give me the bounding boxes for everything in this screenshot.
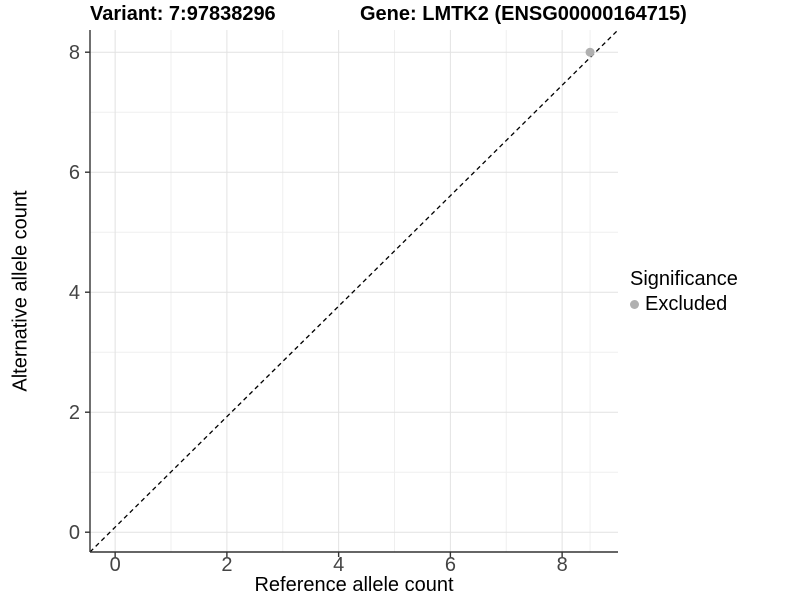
x-tick-label: 8 bbox=[557, 554, 568, 576]
legend-item-excluded: Excluded bbox=[630, 293, 738, 316]
x-tick-label: 2 bbox=[221, 554, 232, 576]
identity-dashed-line bbox=[89, 29, 619, 553]
x-tick-label: 4 bbox=[333, 554, 344, 576]
excluded-point-swatch bbox=[630, 300, 639, 309]
legend: Significance Excluded bbox=[630, 268, 738, 316]
y-tick-label: 2 bbox=[69, 402, 80, 424]
plot-title-variant: Variant: 7:97838296 bbox=[90, 3, 276, 25]
y-tick-label: 8 bbox=[69, 42, 80, 64]
x-tick-label: 0 bbox=[110, 554, 121, 576]
y-axis-title: Alternative allele count bbox=[9, 190, 32, 392]
x-axis-title: Reference allele count bbox=[254, 574, 454, 596]
y-tick-label: 0 bbox=[69, 522, 80, 544]
plot-title-gene: Gene: LMTK2 (ENSG00000164715) bbox=[360, 3, 687, 25]
y-tick-label: 4 bbox=[69, 282, 80, 304]
y-tick-label: 6 bbox=[69, 162, 80, 184]
data-point-excluded bbox=[585, 47, 595, 57]
x-tick-label: 6 bbox=[445, 554, 456, 576]
legend-title: Significance bbox=[630, 268, 738, 290]
legend-item-label: Excluded bbox=[645, 293, 728, 315]
